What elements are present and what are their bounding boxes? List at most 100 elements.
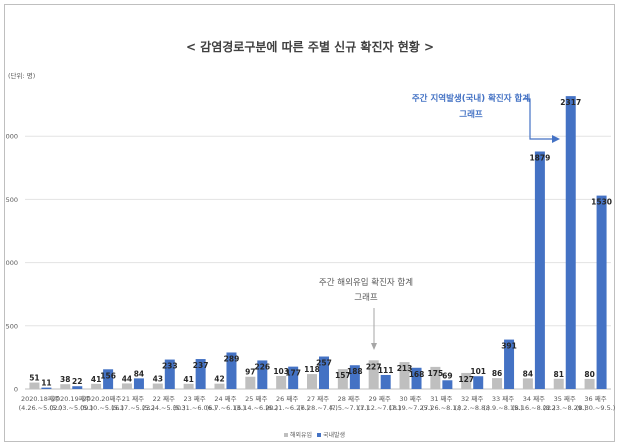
x-tick-label-week: 32 째주	[461, 395, 483, 403]
legend-label-domestic: 국내발생	[323, 431, 345, 439]
bar-overseas	[584, 378, 595, 389]
data-label-domestic: 2317	[560, 98, 581, 107]
x-tick-label-week: 24 째주	[214, 395, 236, 403]
data-label-domestic: 177	[285, 369, 301, 378]
x-tick-label-range: (4.26.~5.02.)	[19, 404, 63, 412]
data-label-domestic: 289	[224, 354, 240, 363]
bar-overseas	[307, 374, 317, 389]
x-tick-label-week: 21 째주	[122, 395, 144, 403]
x-tick-label-week: 27 째주	[307, 395, 329, 403]
bar-overseas	[121, 383, 132, 389]
data-label-domestic: 156	[100, 371, 116, 380]
bar-overseas	[276, 375, 287, 389]
x-tick-labels: 2020.18째주(4.26.~5.02.)2020.19째주(5.03.~5.…	[19, 395, 616, 412]
bar-domestic	[442, 380, 453, 389]
x-tick-label-range: (7.5.~7.11.)	[329, 404, 368, 412]
annotation-overseas-arrowhead	[371, 343, 377, 350]
bar-overseas	[183, 383, 194, 389]
x-tick-label-range: (6.14.~6.20.)	[235, 404, 279, 412]
bars	[29, 96, 607, 390]
x-tick-label-week: 23 째주	[183, 395, 205, 403]
x-tick-label-week: 29 째주	[369, 395, 391, 403]
x-tick-label-week: 25 째주	[245, 395, 267, 403]
bar-overseas	[214, 383, 225, 389]
data-label-domestic: 226	[254, 362, 270, 371]
x-tick-label-range: (7.19.~7.25.)	[389, 404, 433, 412]
bar-domestic	[504, 339, 515, 389]
data-label-overseas: 157	[335, 371, 351, 380]
bar-domestic	[72, 386, 83, 389]
data-label-overseas: 97	[245, 368, 255, 377]
x-tick-label-week: 2020.19째주	[52, 395, 91, 403]
data-label-overseas: 103	[273, 367, 289, 376]
legend-label-overseas: 해외유입	[290, 431, 312, 439]
annotation-overseas-line2: 그래프	[354, 293, 378, 303]
data-label-overseas: 41	[183, 375, 193, 384]
x-tick-label-range: (5.17.~5.23.)	[111, 404, 155, 412]
bar-overseas	[152, 383, 163, 389]
data-label-overseas: 44	[122, 374, 132, 383]
bar-domestic	[257, 360, 268, 389]
data-label-domestic: 237	[193, 361, 209, 370]
x-tick-label-range: (8.30.~9.5.)	[576, 404, 615, 412]
annotation-domestic-arrow	[523, 98, 553, 140]
bar-domestic	[288, 366, 299, 389]
x-tick-label-week: 28 째주	[338, 395, 360, 403]
y-tick-label: 1000	[5, 259, 18, 267]
data-label-overseas: 227	[366, 362, 382, 371]
bar-overseas	[91, 383, 102, 389]
data-label-overseas: 80	[584, 370, 594, 379]
data-label-domestic: 257	[316, 359, 332, 368]
x-tick-label-week: 22 째주	[153, 395, 175, 403]
data-label-overseas: 41	[91, 375, 101, 384]
x-tick-label-range: (8.9.~8.15.)	[483, 404, 522, 412]
data-label-domestic: 168	[409, 370, 425, 379]
data-label-domestic: 391	[501, 342, 517, 351]
x-tick-label-week: 2020.18째주	[21, 395, 60, 403]
annotation-overseas: 주간 해외유입 확진자 합계 그래프	[319, 277, 413, 350]
x-tick-label-range: (5.31.~6.06.)	[173, 404, 217, 412]
bar-overseas	[492, 378, 503, 389]
y-tick-label: 2000	[5, 133, 18, 141]
bar-domestic	[534, 151, 545, 389]
bar-domestic	[473, 376, 484, 389]
x-tick-label-range: (5.24.~5.30.)	[142, 404, 186, 412]
bar-domestic	[349, 365, 360, 389]
data-label-domestic: 11	[41, 379, 51, 388]
bar-chart: < 감염경로구분에 따른 주별 신규 확진자 현황 > (단위: 명) 0 500…	[5, 39, 616, 439]
y-tick-label: 500	[6, 322, 18, 330]
data-label-overseas: 175	[428, 369, 444, 378]
data-label-domestic: 188	[347, 367, 363, 376]
data-label-overseas: 81	[554, 370, 564, 379]
x-tick-label-week: 36 째주	[584, 395, 606, 403]
unit-label: (단위: 명)	[8, 71, 35, 80]
data-label-domestic: 1530	[591, 198, 612, 207]
x-tick-label-range: (7.12.~7.18.)	[358, 404, 402, 412]
legend-swatch-domestic	[317, 433, 321, 437]
data-label-domestic: 101	[470, 367, 486, 376]
data-label-domestic: 84	[134, 369, 144, 378]
bar-domestic	[319, 356, 329, 389]
x-tick-label-range: (8.23.~8.29.)	[543, 404, 587, 412]
annotation-domestic-line1: 주간 지역발생(국내) 확진자 합계	[412, 93, 530, 104]
bar-overseas	[553, 378, 564, 389]
x-tick-label-range: (7.26.~8.1.)	[422, 404, 461, 412]
data-label-overseas: 86	[492, 369, 502, 378]
bar-domestic	[411, 367, 422, 389]
x-tick-label-range: (5.10.~5.16.)	[80, 404, 124, 412]
bar-overseas	[522, 378, 533, 389]
legend-swatch-overseas	[284, 433, 288, 437]
data-label-domestic: 111	[378, 366, 394, 375]
bar-overseas	[29, 382, 40, 389]
data-label-overseas: 84	[523, 369, 533, 378]
bar-domestic	[380, 374, 391, 389]
bar-overseas	[461, 372, 472, 389]
data-label-overseas: 42	[214, 375, 224, 384]
x-tick-label-week: 2020.20째주	[83, 395, 122, 403]
x-tick-label-week: 33 째주	[492, 395, 514, 403]
x-tick-label-range: (6.7.~6.13.)	[206, 404, 245, 412]
x-tick-label-week: 35 째주	[554, 395, 576, 403]
annotation-domestic-arrowhead	[552, 135, 560, 143]
data-label-domestic: 22	[72, 377, 82, 386]
bar-domestic	[103, 369, 114, 389]
